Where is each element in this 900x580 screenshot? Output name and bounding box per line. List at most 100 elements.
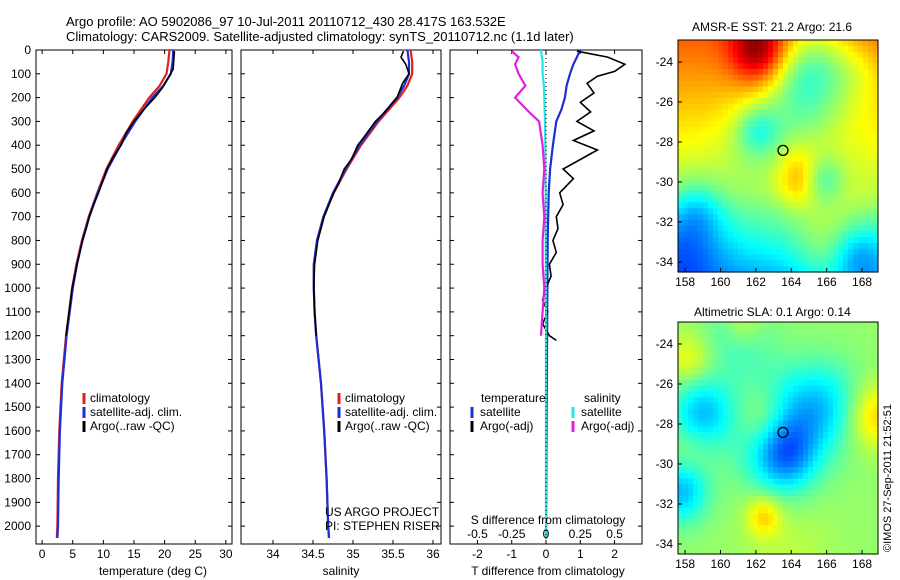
sla-map-cell xyxy=(778,548,784,555)
sst-map-cell xyxy=(823,92,829,99)
sla-map-cell xyxy=(853,409,859,416)
sst-map-cell xyxy=(873,144,879,151)
sst-map-cell xyxy=(838,63,844,70)
sla-map-cell xyxy=(863,356,869,364)
sst-map-cell xyxy=(823,63,829,70)
sst-map-cell xyxy=(698,144,704,151)
sla-map-cell xyxy=(858,351,864,358)
sla-map-cell xyxy=(693,327,699,335)
sst-map-cell xyxy=(713,98,719,105)
sst-map-cell xyxy=(723,132,729,140)
sla-map-cell xyxy=(788,362,794,369)
sst-map-cell xyxy=(838,214,844,221)
sst-map-cell xyxy=(733,190,739,198)
sla-map-cell xyxy=(778,339,784,346)
sla-map-cell xyxy=(838,496,844,503)
sla-map-cell xyxy=(743,380,749,387)
sst-map-cell xyxy=(788,219,794,227)
sst-map-cell xyxy=(823,260,829,267)
sla-map-cell xyxy=(773,362,779,369)
sst-map-cell xyxy=(863,40,869,47)
sst-map-cell xyxy=(753,190,759,198)
sla-map-cell xyxy=(768,420,774,427)
sst-map-cell xyxy=(773,254,779,261)
sla-map-cell xyxy=(743,501,749,509)
sla-map-cell xyxy=(703,432,709,439)
sla-map-cell xyxy=(748,414,754,422)
sst-map-cell xyxy=(818,266,824,273)
sla-map-cell xyxy=(728,461,734,468)
sla-map-cell xyxy=(793,339,799,346)
sst-map-cell xyxy=(868,127,874,134)
sla-map-cell xyxy=(793,420,799,427)
sla-map-cell xyxy=(793,438,799,445)
sst-map-cell xyxy=(758,138,764,145)
temp-legend-label: climatology xyxy=(90,391,150,405)
sst-map-cell xyxy=(813,40,819,47)
sla-map-cell xyxy=(833,455,839,462)
sla-map-cell xyxy=(868,368,874,375)
sla-map-cell xyxy=(708,461,714,468)
sla-map-cell xyxy=(703,530,709,538)
sla-map-cell xyxy=(828,322,834,329)
sst-map-cell xyxy=(783,248,789,256)
sst-map-cell xyxy=(848,51,854,58)
sst-map-cell xyxy=(793,144,799,151)
sla-map-cell xyxy=(768,438,774,445)
sst-map-cell xyxy=(718,219,724,227)
sla-map-cell xyxy=(768,501,774,509)
sla-map-cell xyxy=(703,501,709,509)
sst-map-cell xyxy=(798,225,804,232)
sst-map-cell xyxy=(763,254,769,261)
sla-map-cell xyxy=(723,368,729,375)
sla-map-cell xyxy=(748,461,754,468)
sst-map-cell xyxy=(698,103,704,111)
sst-map-cell xyxy=(853,74,859,82)
sst-map-cell xyxy=(868,92,874,99)
sla-map-cell xyxy=(678,449,684,456)
sla-map-cell xyxy=(798,420,804,427)
sla-map-cell xyxy=(843,374,849,381)
sst-map-cell xyxy=(683,237,689,244)
sla-map-cell xyxy=(743,391,749,398)
sla-map-cell xyxy=(728,467,734,474)
sla-map-cell xyxy=(773,351,779,358)
sst-map-cell xyxy=(783,103,789,111)
sla-map-cell xyxy=(798,490,804,497)
sst-map-cell xyxy=(838,51,844,58)
sla-map-cell xyxy=(828,519,834,526)
sst-map-cell xyxy=(758,86,764,93)
sst-map-cell xyxy=(768,208,774,215)
sla-map-cell xyxy=(793,403,799,410)
sla-map-cell xyxy=(783,420,789,427)
sla-map-cell xyxy=(748,339,754,346)
sla-map-cell xyxy=(768,409,774,416)
sst-map-cell xyxy=(843,208,849,215)
sst-map-cell xyxy=(768,138,774,145)
sla-map-cell xyxy=(823,368,829,375)
sst-map-cell xyxy=(778,185,784,192)
sla-map-cell xyxy=(803,362,809,369)
sst-map-xtick-label: 160 xyxy=(710,275,730,289)
sla-map-cell xyxy=(763,397,769,404)
sla-map-cell xyxy=(783,397,789,404)
sst-map-cell xyxy=(693,225,699,232)
sla-map-cell xyxy=(858,467,864,474)
sst-map-cell xyxy=(713,57,719,64)
sla-map-cell xyxy=(798,548,804,555)
sst-map-cell xyxy=(748,185,754,192)
sla-map-cell xyxy=(733,368,739,375)
sst-map-cell xyxy=(743,92,749,99)
sst-map-cell xyxy=(753,115,759,122)
sla-map-cell xyxy=(728,333,734,340)
sst-map-cell xyxy=(738,80,744,87)
sst-map-cell xyxy=(803,214,809,221)
sst-map-cell xyxy=(713,69,719,76)
sst-map-cell xyxy=(848,74,854,82)
sla-map-cell xyxy=(698,455,704,462)
sla-map-cell xyxy=(808,403,814,410)
sst-map-cell xyxy=(828,225,834,232)
sla-map-cell xyxy=(733,507,739,514)
sst-map-cell xyxy=(738,144,744,151)
sst-map-cell xyxy=(858,63,864,70)
